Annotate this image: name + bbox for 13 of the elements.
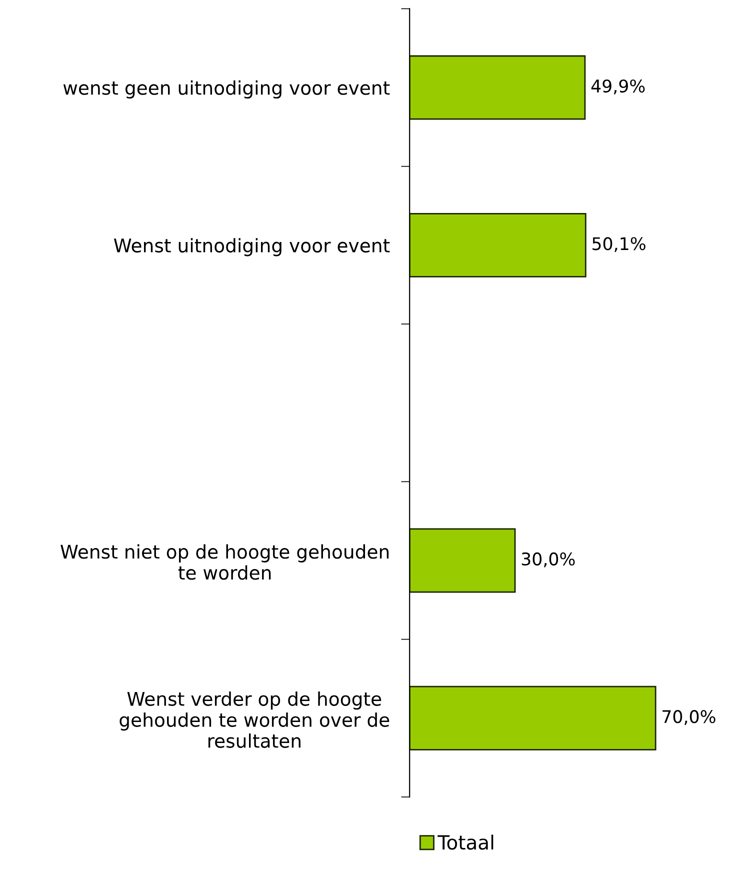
bar <box>410 528 516 593</box>
bar <box>410 686 656 750</box>
data-label: 30,0% <box>522 552 575 568</box>
data-label: 49,9% <box>591 79 645 94</box>
bar <box>410 212 586 278</box>
y-tick-label: wenst geen uitnodiging voor event <box>63 80 390 99</box>
y-tick-label: Wenst verder op de hoogte gehouden te worden over de resultaten <box>120 691 390 748</box>
data-label: 50,1% <box>592 237 646 252</box>
bar <box>410 55 586 120</box>
y-tick-label: Wenst niet op de hoogte gehouden te worden <box>60 544 389 580</box>
data-label: 70,0% <box>662 710 716 725</box>
legend-label: Totaal <box>438 834 494 850</box>
y-tick-label: Wenst uitnodiging voor event <box>114 238 390 256</box>
